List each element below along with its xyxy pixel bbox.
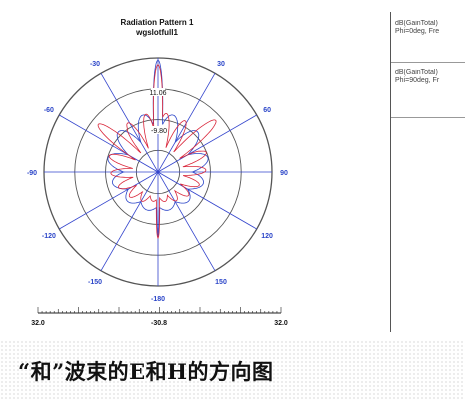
legend-series-name: dB(GainTotal) [395,20,438,27]
legend-panel: dB(GainTotal) Phi=0deg, Fre dB(GainTotal… [390,12,465,332]
slide-caption: “和”波束的E和H的方向图 [18,359,274,384]
radial-label-max: 11.06 [150,90,167,97]
angle-tick-30: 30 [217,61,225,68]
angle-tick--30: -30 [90,61,100,68]
angle-tick--90: -90 [27,170,37,177]
legend-series-sub: Phi=90deg, Fr [395,77,440,84]
legend-entry-phi90[interactable]: dB(GainTotal) Phi=90deg, Fr [395,69,465,85]
angle-tick--180: -180 [151,296,165,303]
angle-tick-150: 150 [215,279,227,286]
angle-tick--120: -120 [42,233,56,240]
pattern-traces [97,59,217,240]
angle-tick--60: -60 [44,107,54,114]
radial-label-min: -9.80 [151,128,167,135]
chart-subtitle: wgslotfull1 [135,28,178,37]
series-phi0-trace [107,59,209,237]
legend-series-sub: Phi=0deg, Fre [395,28,440,35]
caption-background [0,340,465,400]
legend-separator [391,62,465,63]
grid-spoke-5 [100,73,216,271]
chart-title: Radiation Pattern 1 [121,18,194,27]
legend-series-name: dB(GainTotal) [395,69,438,76]
scale-bar: 32.0 -30.8 32.0 [31,307,288,327]
scale-label-center: -30.8 [151,320,167,327]
angle-tick-120: 120 [261,233,273,240]
angle-tick-labels: 30 60 90 120 150 -180 -150 -120 -90 -60 -30 [27,61,288,303]
scale-label-left: 32.0 [31,320,45,327]
legend-separator [391,117,465,118]
series-phi90-trace [97,64,217,240]
angle-tick--150: -150 [88,279,102,286]
scale-label-right: 32.0 [274,320,288,327]
radiation-pattern-chart: Radiation Pattern 1 wgslotfull1 30 60 90 12… [27,18,288,327]
legend-entry-phi0[interactable]: dB(GainTotal) Phi=0deg, Fre [395,20,465,36]
angle-tick-60: 60 [263,107,271,114]
angle-tick-90: 90 [280,170,288,177]
